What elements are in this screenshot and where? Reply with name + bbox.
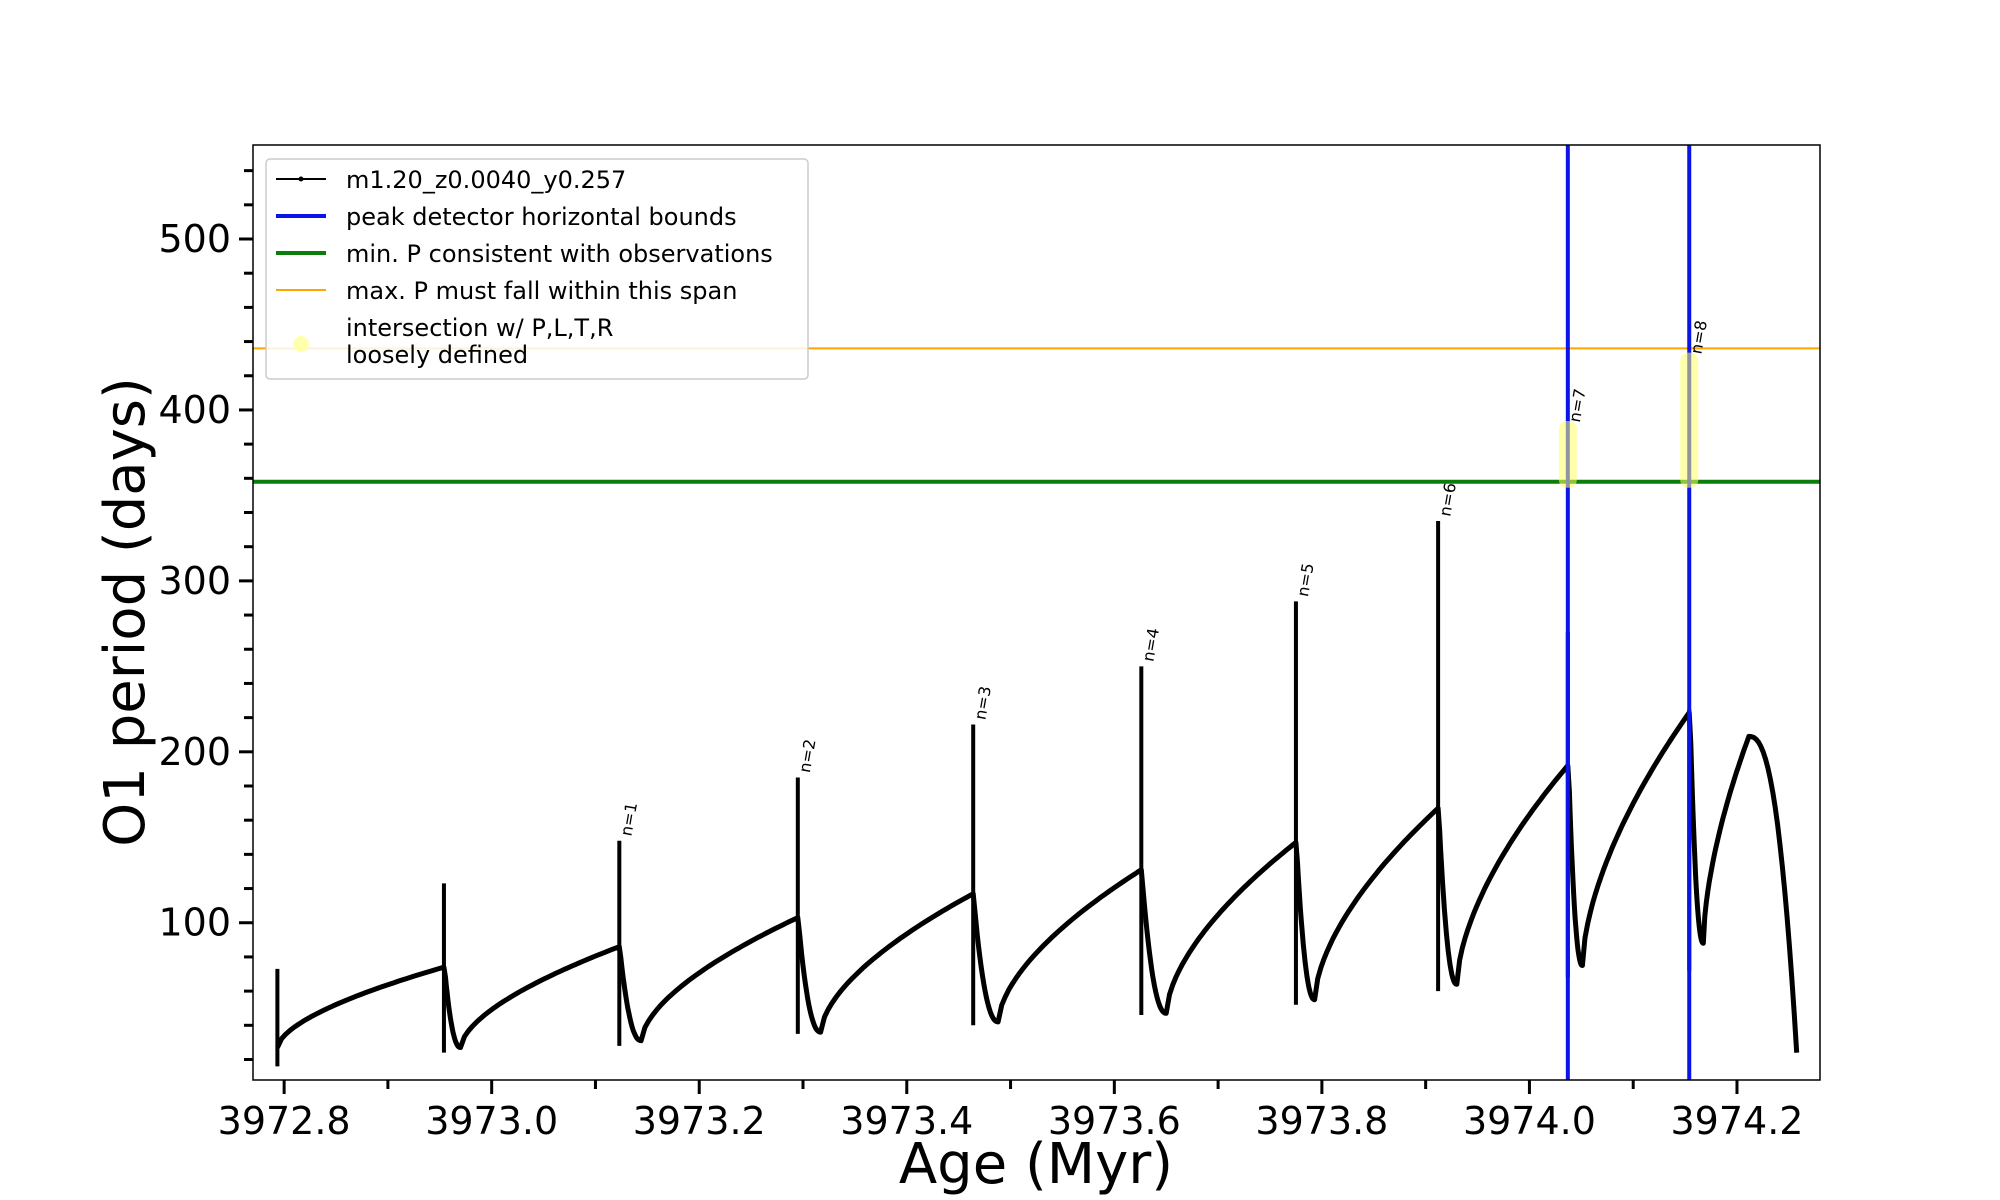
x-axis: 3972.8 3973.0 3973.2 3973.4 3973.6 3973.8 3974… [218, 1080, 1803, 1143]
x-tick-label: 3973.2 [633, 1099, 766, 1143]
y-tick-label: 300 [158, 559, 231, 603]
legend-entry-intersection: intersection w/ P,L,T,R loosely defined [293, 314, 613, 369]
peak-label: n=6 [1435, 481, 1460, 518]
legend: m1.20_z0.0040_y0.257 peak detector horiz… [265, 158, 809, 380]
y-tick-label: 100 [158, 901, 231, 945]
legend-label-intersection-line2: loosely defined [346, 341, 528, 369]
legend-entry-max-period: max. P must fall within this span [276, 277, 737, 305]
legend-label-min-period: min. P consistent with observations [346, 240, 773, 268]
plot-frame [252, 144, 1821, 1081]
plot-area: n=1n=2n=3n=4n=5n=6n=7n=8 [253, 145, 1820, 1080]
intersection-marker [1558, 421, 1577, 488]
legend-label-intersection: intersection w/ P,L,T,R [346, 314, 613, 342]
legend-label-series: m1.20_z0.0040_y0.257 [346, 166, 626, 194]
peak-label: n=1 [617, 801, 642, 838]
legend-label-peak-bounds: peak detector horizontal bounds [346, 203, 737, 231]
y-tick-label: 500 [158, 217, 231, 261]
y-axis-title: O1 period (days) [93, 377, 158, 847]
intersection-marker [1680, 352, 1699, 488]
legend-entry-peak-bounds: peak detector horizontal bounds [276, 203, 737, 231]
x-axis-title: Age (Myr) [899, 1132, 1173, 1197]
x-tick-label: 3972.8 [218, 1099, 351, 1143]
legend-label-max-period: max. P must fall within this span [346, 277, 737, 305]
y-axis: 100 200 300 400 500 [158, 169, 253, 1061]
series-line [275, 710, 1800, 1053]
x-tick-label: 3974.0 [1463, 1099, 1596, 1143]
x-tick-label: 3973.8 [1255, 1099, 1388, 1143]
peak-label: n=4 [1139, 626, 1164, 663]
x-tick-label: 3973.0 [425, 1099, 558, 1143]
x-tick-label: 3973.6 [1048, 1099, 1181, 1143]
x-tick-label: 3973.4 [840, 1099, 973, 1143]
legend-box [265, 158, 809, 380]
peak-label: n=5 [1293, 562, 1318, 599]
legend-entry-min-period: min. P consistent with observations [276, 240, 773, 268]
y-tick-label: 400 [158, 388, 231, 432]
peak-label: n=3 [970, 685, 995, 722]
peak-label: n=2 [795, 738, 820, 775]
y-tick-label: 200 [158, 730, 231, 774]
x-tick-label: 3974.2 [1670, 1099, 1803, 1143]
legend-entry-series: m1.20_z0.0040_y0.257 [276, 166, 626, 194]
